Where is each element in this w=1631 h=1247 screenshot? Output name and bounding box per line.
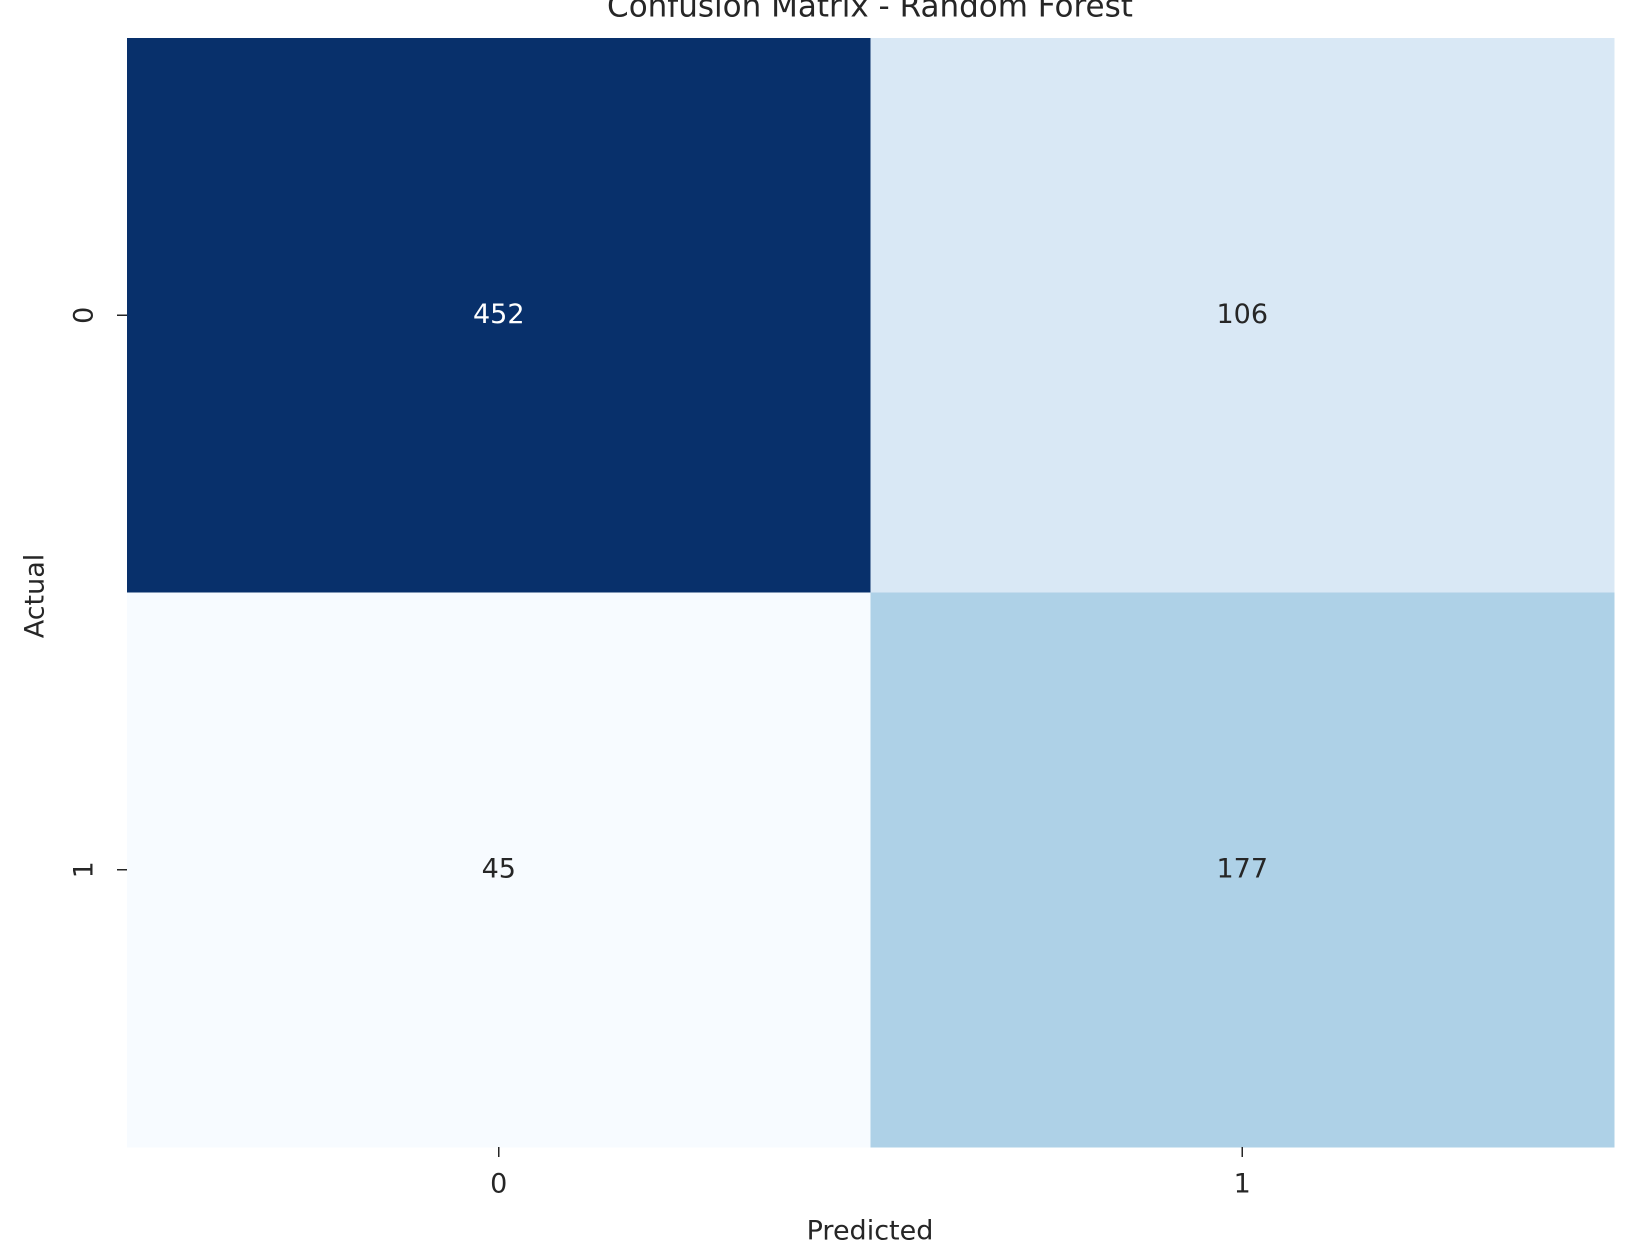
heatmap-cell (127, 592, 871, 1148)
y-tick-label: 1 (69, 861, 100, 878)
heatmap-cell (870, 38, 1615, 593)
cell-label: 177 (1216, 853, 1268, 884)
y-axis-label: Actual (20, 554, 51, 639)
x-tick-label: 1 (1234, 1169, 1251, 1200)
cell-label: 106 (1216, 299, 1268, 330)
heatmap-cell (870, 592, 1615, 1148)
x-tick-label: 0 (490, 1169, 507, 1200)
chart-title: Confusion Matrix - Random Forest (607, 0, 1133, 25)
heatmap-cell (127, 38, 871, 593)
y-tick-label: 0 (69, 307, 100, 324)
cell-label: 452 (473, 299, 525, 330)
cell-label: 45 (482, 853, 516, 884)
x-axis-label: Predicted (807, 1216, 934, 1247)
